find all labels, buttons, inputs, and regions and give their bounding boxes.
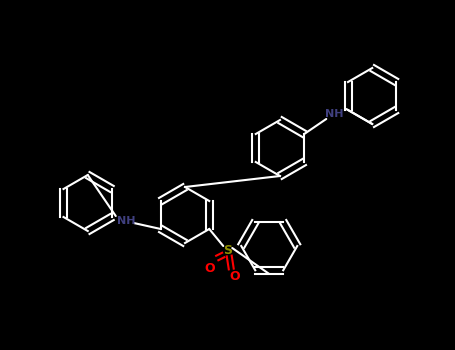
Text: O: O — [204, 261, 215, 274]
Text: S: S — [223, 245, 232, 258]
Text: O: O — [229, 271, 240, 284]
Text: NH: NH — [116, 216, 135, 226]
Text: NH: NH — [325, 109, 344, 119]
